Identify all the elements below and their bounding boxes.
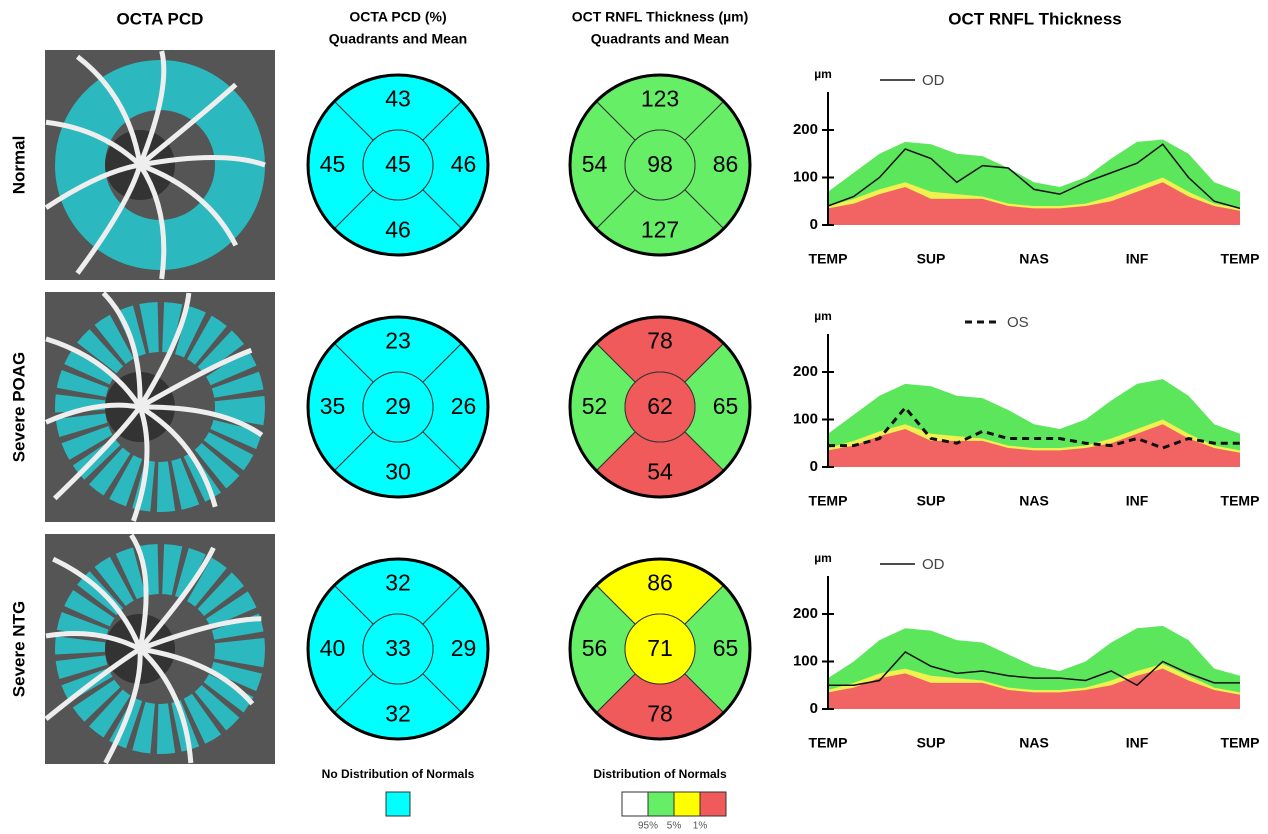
y-tick-label: 200: [793, 121, 818, 138]
quadrant-value: 78: [647, 328, 673, 354]
quadrant-value: 78: [647, 701, 673, 727]
page: OCTA PCD OCTA PCD (%) Quadrants and Mean…: [0, 0, 1268, 834]
row-label: Severe POAG: [9, 352, 28, 463]
legend-label: 95%: [638, 821, 658, 832]
legend-label: OD: [922, 556, 945, 573]
y-tick-label: 200: [793, 363, 818, 380]
quadrant-value: 32: [385, 570, 411, 596]
x-tick-label: NAS: [1019, 493, 1049, 509]
header: Quadrants and Mean: [329, 31, 467, 47]
legend-label: OS: [1007, 314, 1029, 331]
quadrant-value: 29: [451, 635, 477, 661]
quadrant-value: 35: [320, 393, 346, 419]
y-tick-label: 100: [793, 168, 818, 185]
quadrant-value: 45: [320, 151, 346, 177]
quadrant-value: 46: [451, 151, 477, 177]
legend-label: 1%: [693, 821, 708, 832]
header: Quadrants and Mean: [591, 31, 729, 47]
quadrant-value: 127: [641, 217, 679, 243]
center-value: 98: [647, 151, 673, 177]
legend-box: [386, 792, 410, 816]
y-tick-label: 100: [793, 410, 818, 427]
x-tick-label: SUP: [917, 493, 946, 509]
legend-box: [648, 792, 674, 816]
quadrant-value: 46: [385, 217, 411, 243]
x-tick-label: TEMP: [809, 251, 848, 267]
quadrant-value: 23: [385, 328, 411, 354]
header: OCT RNFL Thickness: [948, 9, 1122, 28]
quadrant-value: 30: [385, 459, 411, 485]
quadrant-value: 86: [713, 151, 739, 177]
y-tick-label: 0: [810, 700, 818, 717]
center-value: 45: [385, 151, 411, 177]
x-tick-label: TEMP: [1221, 735, 1260, 751]
y-unit: µm: [814, 551, 832, 565]
header: OCTA PCD (%): [349, 9, 446, 25]
x-tick-label: TEMP: [809, 493, 848, 509]
legend-title: No Distribution of Normals: [322, 767, 475, 781]
header: OCT RNFL Thickness (µm): [572, 9, 749, 25]
figure: OCTA PCD OCTA PCD (%) Quadrants and Mean…: [0, 0, 1268, 834]
quadrant-value: 52: [582, 393, 608, 419]
x-tick-label: NAS: [1019, 735, 1049, 751]
y-tick-label: 200: [793, 605, 818, 622]
quadrant-value: 54: [647, 459, 673, 485]
quadrant-value: 43: [385, 86, 411, 112]
x-tick-label: TEMP: [809, 735, 848, 751]
quadrant-value: 54: [582, 151, 608, 177]
y-tick-label: 100: [793, 652, 818, 669]
x-tick-label: SUP: [917, 251, 946, 267]
header: OCTA PCD: [117, 9, 204, 28]
legend-box: [622, 792, 648, 816]
x-tick-label: SUP: [917, 735, 946, 751]
quadrant-value: 32: [385, 701, 411, 727]
x-tick-label: NAS: [1019, 251, 1049, 267]
quadrant-value: 40: [320, 635, 346, 661]
center-value: 71: [647, 635, 673, 661]
quadrant-value: 56: [582, 635, 608, 661]
legend-box: [674, 792, 700, 816]
x-tick-label: INF: [1126, 251, 1149, 267]
legend-label: 5%: [667, 821, 682, 832]
center-value: 62: [647, 393, 673, 419]
quadrant-value: 65: [713, 635, 739, 661]
y-tick-label: 0: [810, 458, 818, 475]
center-value: 33: [385, 635, 411, 661]
quadrant-value: 65: [713, 393, 739, 419]
x-tick-label: INF: [1126, 493, 1149, 509]
row-label: Severe NTG: [9, 601, 28, 697]
row-label: Normal: [9, 136, 28, 195]
y-tick-label: 0: [810, 216, 818, 233]
x-tick-label: INF: [1126, 735, 1149, 751]
quadrant-value: 123: [641, 86, 679, 112]
x-tick-label: TEMP: [1221, 493, 1260, 509]
legend-box: [700, 792, 726, 816]
quadrant-value: 26: [451, 393, 477, 419]
y-unit: µm: [814, 67, 832, 81]
y-unit: µm: [814, 309, 832, 323]
x-tick-label: TEMP: [1221, 251, 1260, 267]
legend-title: Distribution of Normals: [593, 767, 727, 781]
legend-label: OD: [922, 72, 945, 89]
center-value: 29: [385, 393, 411, 419]
quadrant-value: 86: [647, 570, 673, 596]
